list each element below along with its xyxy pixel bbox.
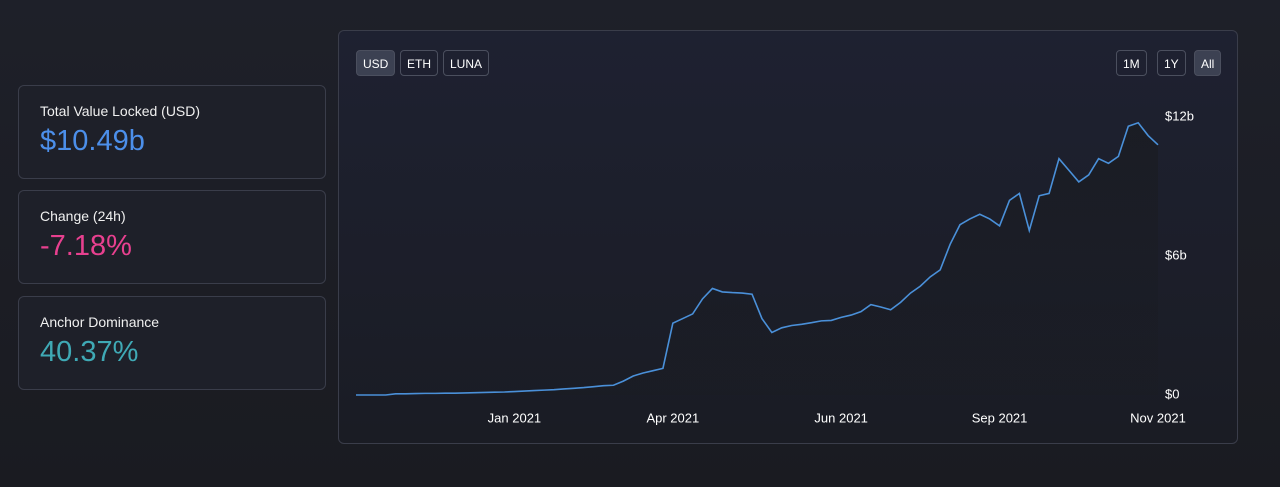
line (356, 121, 1159, 396)
x-tick-label: Apr 2021 (646, 410, 699, 425)
x-tick-label: Nov 2021 (1130, 410, 1186, 425)
y-tick-label: $0 (1165, 386, 1179, 401)
x-tick-label: Jun 2021 (814, 410, 868, 425)
stat-value: $10.49b (40, 125, 145, 157)
currency-button[interactable]: LUNA (443, 50, 490, 76)
range-button[interactable]: All (1194, 50, 1222, 76)
range-button[interactable]: 1M (1116, 50, 1147, 76)
stat-label: Anchor Dominance (40, 314, 160, 330)
stat-card: Total Value Locked (USD) $10.49b (18, 85, 326, 179)
y-tick-label: $6b (1165, 247, 1187, 262)
stat-value: 40.37% (40, 336, 139, 368)
area-fill (356, 122, 1158, 396)
x-tick-label: Sep 2021 (972, 410, 1028, 425)
currency-button[interactable]: USD (356, 50, 396, 76)
stat-label: Change (24h) (40, 208, 126, 224)
y-tick-label: $12b (1165, 108, 1194, 123)
stat-value: -7.18% (40, 230, 132, 262)
stat-label: Total Value Locked (USD) (40, 103, 201, 119)
x-tick-label: Jan 2021 (488, 410, 542, 425)
currency-button[interactable]: ETH (400, 50, 438, 76)
stat-card: Anchor Dominance 40.37% (18, 296, 326, 390)
stat-card: Change (24h) -7.18% (18, 190, 326, 284)
range-button[interactable]: 1Y (1157, 50, 1186, 76)
